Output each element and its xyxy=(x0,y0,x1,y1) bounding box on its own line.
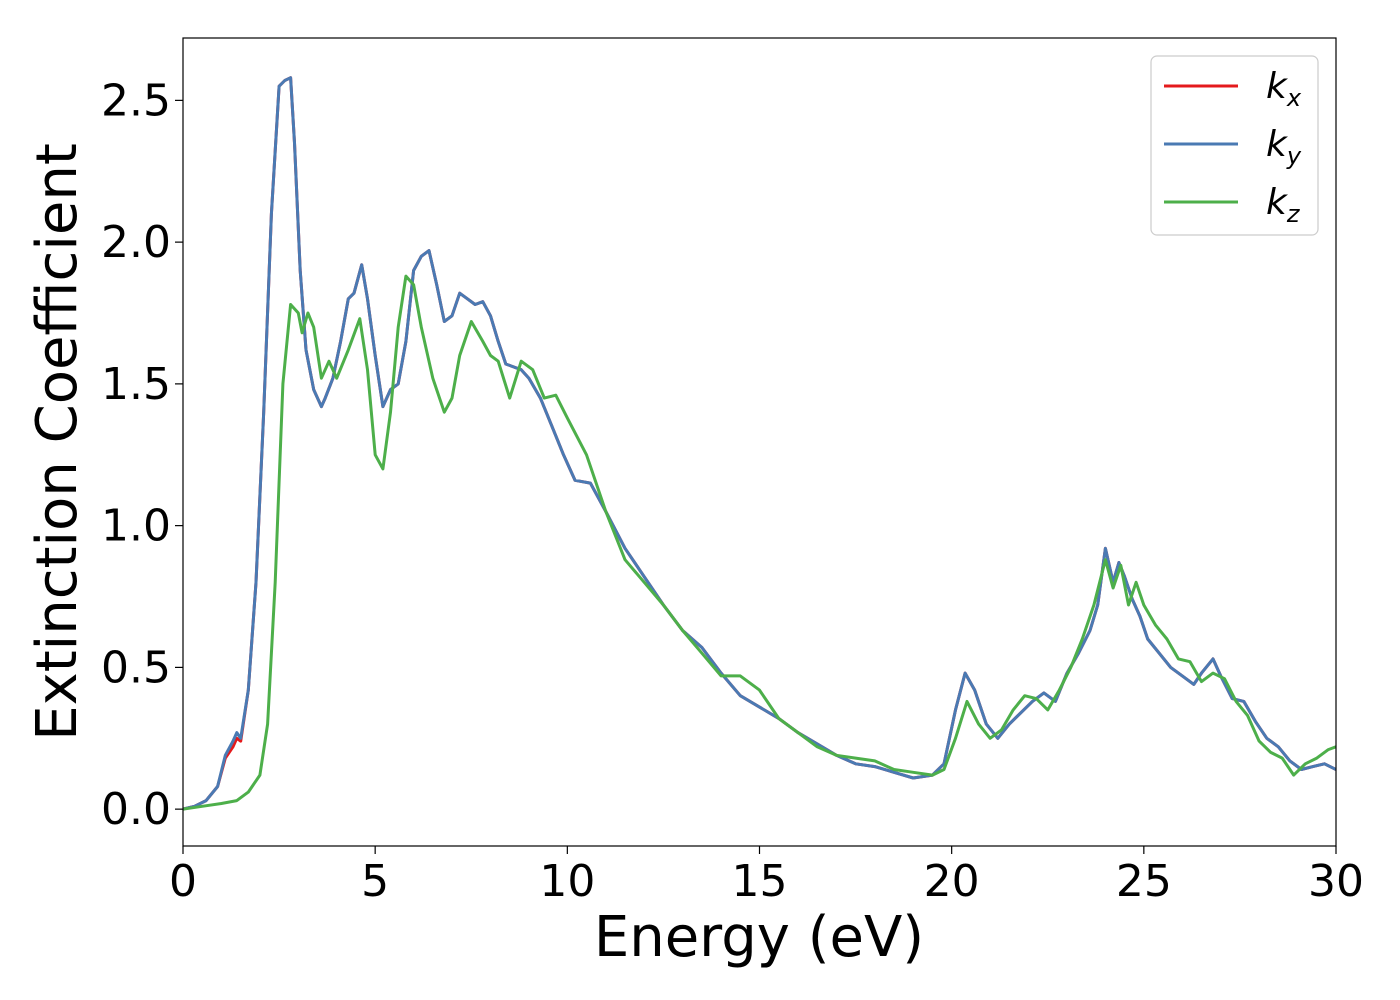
x-tick-label: 0 xyxy=(169,856,197,907)
x-axis: 0 5 10 15 20 25 30 xyxy=(169,846,1364,907)
x-tick-label: 30 xyxy=(1308,856,1364,907)
x-tick-label: 20 xyxy=(924,856,980,907)
series-line-k-z xyxy=(183,274,1336,811)
y-tick-label: 1.5 xyxy=(101,359,171,410)
y-tick-label: 1.0 xyxy=(101,501,171,552)
x-axis-title: Energy (eV) xyxy=(594,905,924,970)
legend: kx ky kz xyxy=(1150,55,1319,236)
legend-label-z: kz xyxy=(1266,182,1301,228)
x-tick-label: 10 xyxy=(539,856,595,907)
x-tick-label: 15 xyxy=(732,856,788,907)
y-tick-label: 2.0 xyxy=(101,217,171,268)
y-tick-label: 2.5 xyxy=(101,75,171,126)
legend-label-y: ky xyxy=(1266,124,1302,170)
y-axis: 0.0 0.5 1.0 1.5 2.0 2.5 xyxy=(101,75,183,835)
series-line-k-y xyxy=(183,76,1336,811)
x-tick-label: 25 xyxy=(1116,856,1172,907)
legend-label-x: kx xyxy=(1266,66,1302,112)
y-tick-label: 0.5 xyxy=(101,642,171,693)
series-layer xyxy=(183,76,1336,811)
y-tick-label: 0.0 xyxy=(101,784,171,835)
x-tick-label: 5 xyxy=(361,856,389,907)
y-axis-title: Extinction Coefficient xyxy=(25,143,90,741)
